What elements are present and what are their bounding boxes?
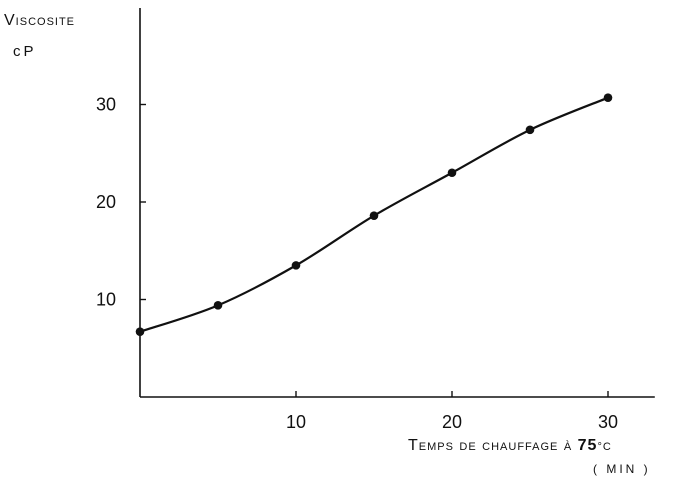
x-tick-label: 30 bbox=[598, 412, 618, 432]
x-axis-label-text: Temps de chauffage à 75°C bbox=[408, 437, 612, 454]
x-axis-label: Temps de chauffage à 75°C bbox=[408, 437, 612, 455]
y-tick-label: 30 bbox=[96, 95, 116, 115]
y-axis-label-text: Viscosite bbox=[4, 12, 76, 29]
data-point bbox=[291, 261, 301, 270]
data-point bbox=[369, 211, 379, 220]
data-point bbox=[447, 168, 457, 178]
x-tick-label: 20 bbox=[442, 412, 462, 432]
x-tick-label: 10 bbox=[286, 412, 306, 432]
y-axis-label: Viscosite bbox=[4, 12, 75, 30]
x-axis-unit-text: ( min ) bbox=[593, 462, 651, 476]
y-tick-label: 10 bbox=[96, 290, 116, 310]
data-point bbox=[135, 327, 145, 336]
y-axis-unit: cP bbox=[13, 43, 37, 60]
y-tick-label: 20 bbox=[96, 192, 116, 212]
x-axis-unit: ( min ) bbox=[593, 462, 651, 476]
data-point bbox=[603, 93, 613, 102]
data-point bbox=[213, 301, 223, 310]
data-point bbox=[525, 125, 535, 135]
data-points bbox=[135, 93, 613, 336]
y-axis-unit-text: cP bbox=[13, 43, 37, 60]
ticks: 10 20 30 10 20 30 bbox=[96, 95, 618, 433]
